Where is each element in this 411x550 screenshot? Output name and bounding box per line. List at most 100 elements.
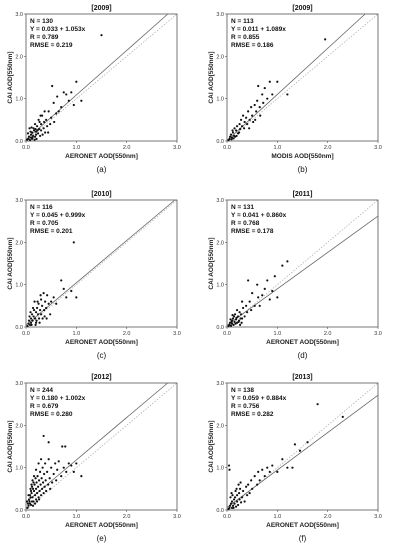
data-point [271,289,274,293]
data-point [235,487,238,490]
data-point [29,487,32,490]
data-point [246,311,249,314]
data-point [41,133,44,136]
data-point [246,122,249,126]
data-point [39,294,42,297]
stats-line: N = 138 [231,387,254,394]
panel-caption: (f) [299,534,307,543]
data-point [324,38,327,41]
data-point [34,468,38,471]
data-point [276,80,279,83]
data-point [341,415,344,418]
data-point [230,138,233,141]
data-point [231,131,235,134]
data-point [47,483,50,486]
data-point [306,441,309,444]
data-point [67,462,70,465]
data-point [232,137,235,140]
data-point [44,462,47,465]
data-point [38,470,42,473]
scatter-panel-1: [2009] 0.0 1.0 2.0 3.0 0.0 1.0 2.0 3.0 AERONET AO… [7,5,181,174]
y-tick-label: 0.0 [216,325,224,331]
data-point [41,114,44,117]
data-point [235,134,238,138]
data-point [31,134,35,138]
data-point [36,313,40,316]
data-point [251,487,254,490]
regression-line [25,13,169,140]
data-point [230,500,234,503]
data-point [259,114,262,117]
data-point [28,502,32,505]
data-point [276,296,279,299]
data-point [236,315,240,318]
x-tick-label: 0.0 [223,145,231,151]
y-tick-label: 3.0 [15,198,23,204]
data-point [248,300,251,303]
data-point [52,472,55,476]
x-axis-label: AERONET AOD[550nm] [65,153,138,160]
y-axis-label: CAI AOD[550nm] [7,420,14,472]
data-point [228,468,231,471]
data-point [32,481,35,484]
data-point [31,479,34,482]
panel-title: [2013] [292,374,312,381]
data-point [49,313,52,316]
data-point [266,279,269,282]
data-point [45,317,48,320]
data-point [227,139,230,142]
data-point [52,296,55,299]
data-point [232,506,235,509]
data-point [261,468,264,471]
data-point [32,489,36,493]
data-point [47,302,50,305]
data-point [237,131,241,134]
x-tick-label: 1.0 [73,514,81,520]
data-point [38,120,41,124]
data-point [30,485,34,488]
data-point [258,106,261,109]
data-point [253,103,256,107]
scatter-panel-4: [2011] 0.0 1.0 2.0 3.0 0.0 1.0 2.0 3.0 AERONET AO… [208,191,382,360]
data-point [55,112,58,115]
data-point [45,489,48,493]
data-point [40,129,43,132]
data-point [29,311,32,314]
y-tick-label: 0.0 [216,139,224,145]
data-point [281,264,284,267]
data-point [34,487,38,490]
data-point [286,93,289,96]
panel-title: [2012] [91,374,111,381]
stats-line: Y = 0.041 + 0.860x [231,212,287,219]
data-point [33,122,37,126]
data-point [32,500,35,503]
data-point [39,483,42,486]
data-point [72,470,75,473]
data-point [46,125,49,128]
data-point [27,498,31,501]
data-point [235,494,239,497]
y-tick-label: 2.0 [15,240,23,246]
data-point [70,91,73,94]
stats-line: RMSE = 0.186 [231,42,274,49]
data-point [273,275,276,278]
data-point [40,477,43,480]
data-point [228,506,231,509]
data-point [258,304,261,307]
data-point [32,129,36,132]
data-point [26,132,30,135]
data-point [35,319,38,322]
data-point [240,321,243,324]
data-point [233,320,236,324]
y-tick-label: 0.0 [216,508,224,514]
data-point [47,458,50,461]
data-point [233,127,236,130]
data-point [61,445,64,448]
data-point [57,110,60,113]
x-tick-label: 2.0 [123,514,131,520]
data-point [62,287,65,290]
data-point [29,496,32,499]
data-point [30,323,33,326]
data-point [56,468,59,471]
